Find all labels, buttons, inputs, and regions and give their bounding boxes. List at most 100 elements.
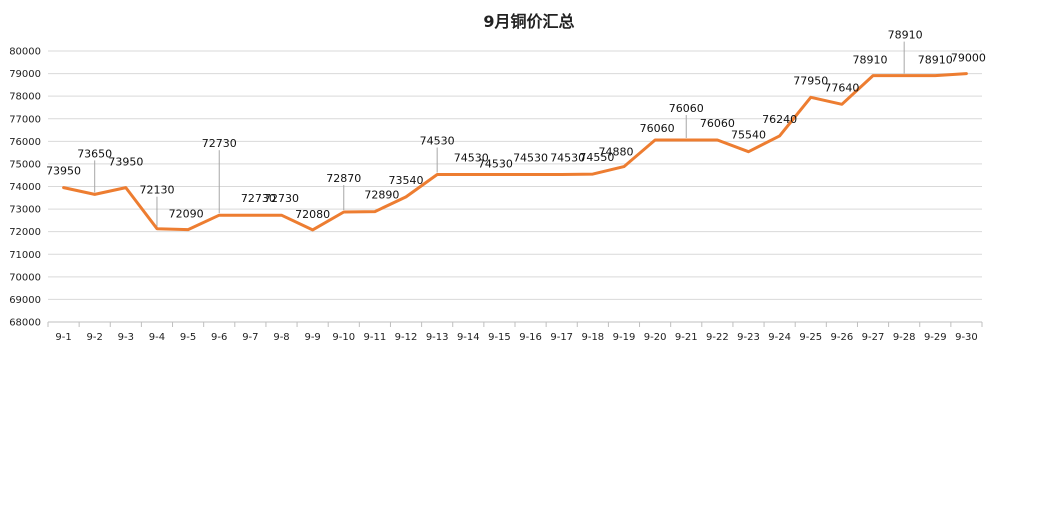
x-tick-label: 9-16 [519, 332, 542, 343]
data-label: 76060 [669, 102, 704, 115]
x-tick-label: 9-28 [893, 332, 916, 343]
data-label: 72730 [264, 192, 299, 205]
x-tick-label: 9-29 [924, 332, 947, 343]
data-point [62, 186, 66, 190]
data-point [124, 186, 128, 190]
data-label: 74530 [420, 135, 455, 148]
x-tick-label: 9-24 [768, 332, 791, 343]
data-label: 72730 [202, 137, 237, 150]
x-tick-label: 9-4 [149, 332, 165, 343]
x-tick-label: 9-26 [831, 332, 854, 343]
data-point [622, 165, 626, 169]
x-tick-label: 9-30 [955, 332, 978, 343]
data-point [404, 195, 408, 199]
data-point [217, 213, 221, 217]
data-label: 74880 [598, 146, 633, 159]
gridlines [48, 50, 982, 300]
data-point [840, 102, 844, 106]
x-tick-label: 9-22 [706, 332, 729, 343]
data-point [809, 95, 813, 99]
data-point [311, 228, 315, 232]
x-tick-label: 9-13 [426, 332, 449, 343]
data-label: 72080 [295, 208, 330, 221]
data-label: 78910 [888, 29, 923, 42]
data-point [964, 72, 968, 76]
x-tick-label: 9-21 [675, 332, 698, 343]
x-tick-label: 9-12 [395, 332, 418, 343]
y-tick-label: 72000 [9, 227, 41, 238]
data-label: 73540 [389, 174, 424, 187]
chart-title: 9月铜价汇总 [483, 12, 574, 31]
data-point [497, 173, 501, 177]
data-label: 74530 [454, 152, 489, 165]
x-tick-label: 9-23 [737, 332, 760, 343]
data-label: 72870 [326, 172, 361, 185]
data-point [715, 138, 719, 142]
data-point [435, 173, 439, 177]
x-tick-label: 9-8 [273, 332, 289, 343]
data-label: 73950 [46, 165, 81, 178]
x-tick-label: 9-14 [457, 332, 480, 343]
data-point [373, 210, 377, 214]
y-tick-label: 74000 [9, 182, 41, 193]
y-tick-label: 71000 [9, 250, 41, 261]
data-label: 79000 [951, 52, 986, 65]
x-tick-label: 9-20 [644, 332, 667, 343]
x-tick-label: 9-18 [581, 332, 604, 343]
data-label: 77950 [793, 74, 828, 87]
data-label: 74530 [513, 152, 548, 165]
data-point [902, 74, 906, 78]
x-tick-label: 9-10 [332, 332, 355, 343]
y-tick-label: 70000 [9, 272, 41, 283]
x-tick-label: 9-5 [180, 332, 196, 343]
data-point [560, 173, 564, 177]
x-tick-label: 9-1 [55, 332, 71, 343]
data-point [466, 173, 470, 177]
data-point [342, 210, 346, 214]
y-axis: 68000 69000 70000 71000 72000 73000 74000 75000… [9, 47, 41, 329]
data-point [591, 172, 595, 176]
y-tick-label: 77000 [9, 114, 41, 125]
y-tick-label: 73000 [9, 205, 41, 216]
data-point [93, 192, 97, 196]
x-tick-label: 9-15 [488, 332, 511, 343]
label-leader-lines [94, 41, 905, 227]
data-point [280, 213, 284, 217]
x-tick-label: 9-7 [242, 332, 258, 343]
data-label: 77640 [824, 81, 859, 94]
y-tick-label: 68000 [9, 318, 41, 329]
x-tick-label: 9-6 [211, 332, 227, 343]
data-label: 72130 [139, 184, 174, 197]
data-label: 78910 [853, 54, 888, 67]
data-label: 74530 [478, 158, 513, 171]
data-label: 72090 [169, 208, 204, 221]
data-point [778, 134, 782, 138]
data-label: 72890 [364, 189, 399, 202]
data-point [155, 227, 159, 231]
data-point [747, 150, 751, 154]
data-point [248, 213, 252, 217]
x-tick-label: 9-3 [118, 332, 134, 343]
data-point [933, 74, 937, 78]
data-point [529, 173, 533, 177]
data-label: 72730 [241, 192, 276, 205]
x-tick-label: 9-9 [304, 332, 320, 343]
series-layer [62, 72, 968, 232]
series-line [62, 72, 968, 232]
data-point [871, 74, 875, 78]
data-label: 73650 [77, 147, 112, 160]
x-tick-label: 9-2 [87, 332, 103, 343]
x-axis: 9-1 9-2 9-3 9-4 9-5 9-6 9-7 9-8 9-9 9-10 9-11 9-12 9… [47, 321, 983, 343]
y-tick-label: 76000 [9, 137, 41, 148]
y-tick-label: 75000 [9, 159, 41, 170]
data-label: 76060 [700, 117, 735, 130]
x-tick-label: 9-27 [862, 332, 885, 343]
data-label: 78910 [918, 54, 953, 67]
data-label: 76240 [762, 113, 797, 126]
data-label: 73950 [108, 156, 143, 169]
data-label: 75540 [731, 129, 766, 142]
data-point [186, 228, 190, 232]
data-label: 76060 [640, 122, 675, 135]
